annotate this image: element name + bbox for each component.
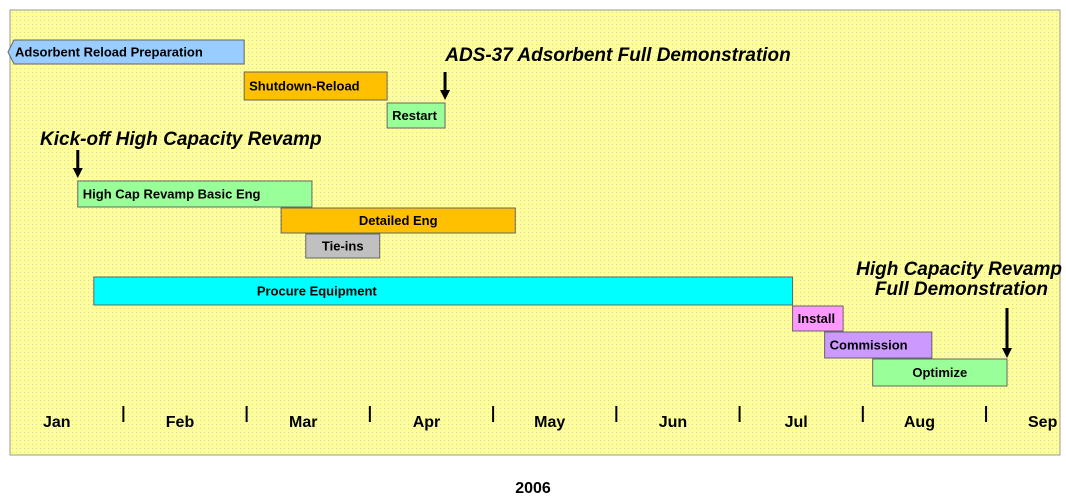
task-label: Install: [798, 311, 836, 326]
plot-area: [9, 9, 1061, 456]
month-label: Jun: [659, 414, 687, 431]
task-label: Commission: [830, 337, 908, 352]
task-label: Restart: [392, 108, 437, 123]
month-label: Apr: [413, 414, 441, 431]
task-label: Procure Equipment: [257, 283, 378, 298]
month-label: Sep: [1028, 414, 1058, 431]
task-label: Adsorbent Reload Preparation: [15, 44, 203, 59]
task-bar: [7, 39, 245, 65]
task-bar: [792, 305, 844, 332]
task-bar: [93, 276, 794, 306]
task-label: High Cap Revamp Basic Eng: [83, 186, 261, 201]
milestone-arrowhead: [440, 90, 451, 100]
task-bar: [386, 102, 446, 129]
month-label: Mar: [289, 414, 317, 431]
month-label: Jan: [43, 414, 71, 431]
task-bar: [243, 71, 388, 101]
x-axis-label: 2006: [515, 480, 551, 496]
milestone-label: Full Demonstration: [875, 279, 1048, 300]
task-bar: [280, 207, 516, 234]
task-bar: [824, 331, 933, 359]
task-label: Tie-ins: [322, 238, 364, 253]
task-bar: [305, 233, 381, 259]
milestone-arrowhead: [72, 168, 83, 178]
milestone-label: ADS-37 Adsorbent Full Demonstration: [444, 45, 791, 66]
task-label: Shutdown-Reload: [249, 78, 360, 93]
milestone-label: High Capacity Revamp: [856, 259, 1062, 280]
milestone-label: Kick-off High Capacity Revamp: [40, 129, 322, 150]
month-label: May: [534, 414, 565, 431]
month-label: Feb: [166, 414, 195, 431]
milestone-arrowhead: [1002, 348, 1013, 358]
task-bar: [872, 358, 1008, 387]
month-label: Aug: [904, 414, 935, 431]
month-label: Jul: [785, 414, 808, 431]
task-bar: [77, 180, 313, 208]
task-label: Optimize: [912, 365, 967, 380]
task-label: Detailed Eng: [359, 213, 438, 228]
